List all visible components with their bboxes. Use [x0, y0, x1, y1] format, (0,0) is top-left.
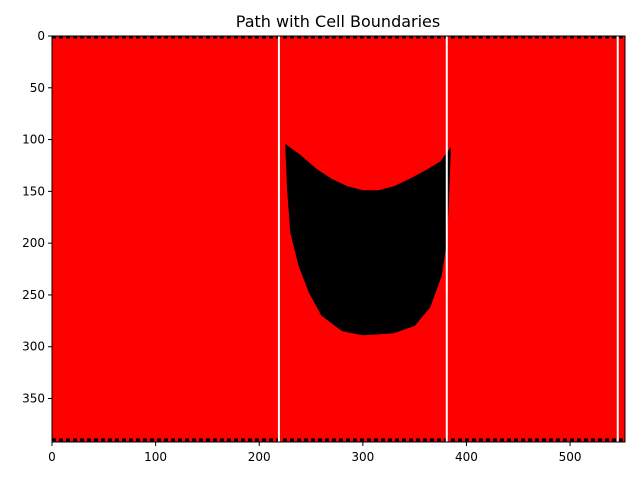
x-tick-label: 200 [248, 450, 271, 464]
path-region [285, 143, 451, 336]
y-tick-label: 200 [22, 236, 45, 250]
x-tick-label: 400 [455, 450, 478, 464]
x-tick-label: 500 [559, 450, 582, 464]
y-tick-label: 50 [30, 81, 45, 95]
plot-area [51, 35, 626, 443]
chart-title: Path with Cell Boundaries [236, 12, 440, 31]
x-tick-label: 100 [144, 450, 167, 464]
axes-frame [51, 35, 626, 443]
y-tick-label: 250 [22, 288, 45, 302]
y-tick-label: 0 [37, 29, 45, 43]
y-axis: 0 50 100 150 200 250 300 350 [22, 29, 52, 406]
y-tick-label: 150 [22, 184, 45, 198]
y-tick-label: 100 [22, 133, 45, 147]
y-tick-label: 350 [22, 392, 45, 406]
y-tick-label: 300 [22, 340, 45, 354]
x-tick-label: 0 [48, 450, 56, 464]
x-tick-label: 300 [351, 450, 374, 464]
x-axis: 0 100 200 300 400 500 [48, 442, 582, 464]
